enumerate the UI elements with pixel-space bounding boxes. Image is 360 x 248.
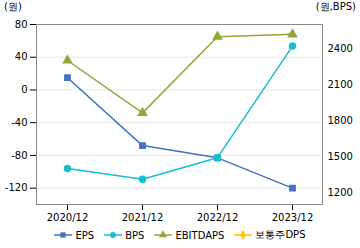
svg-text:40: 40	[15, 51, 28, 62]
svg-text:80: 80	[15, 19, 28, 30]
svg-text:-120: -120	[5, 182, 28, 193]
svg-text:2023/12: 2023/12	[272, 212, 314, 223]
html-text:(원,BPS): (원,BPS)	[315, 1, 356, 12]
html-text:EPS: EPS	[75, 229, 95, 241]
svg-text:2021/12: 2021/12	[122, 212, 164, 223]
svg-text:1800: 1800	[328, 115, 353, 126]
svg-text:2100: 2100	[328, 79, 353, 90]
svg-text:1200: 1200	[328, 187, 353, 198]
svg-text:1500: 1500	[328, 151, 353, 162]
html-text:BPS: BPS	[125, 229, 145, 241]
html-text:보통주DPS: 보통주DPS	[255, 229, 306, 240]
svg-text:2020/12: 2020/12	[47, 212, 89, 223]
html-text:(원): (원)	[4, 1, 22, 12]
html-text:EBITDAPS: EBITDAPS	[175, 229, 225, 241]
svg-text:-80: -80	[11, 150, 27, 161]
svg-text:2022/12: 2022/12	[197, 212, 239, 223]
svg-text:0: 0	[21, 84, 27, 95]
svg-text:2400: 2400	[328, 43, 353, 54]
svg-text:-40: -40	[11, 117, 27, 128]
